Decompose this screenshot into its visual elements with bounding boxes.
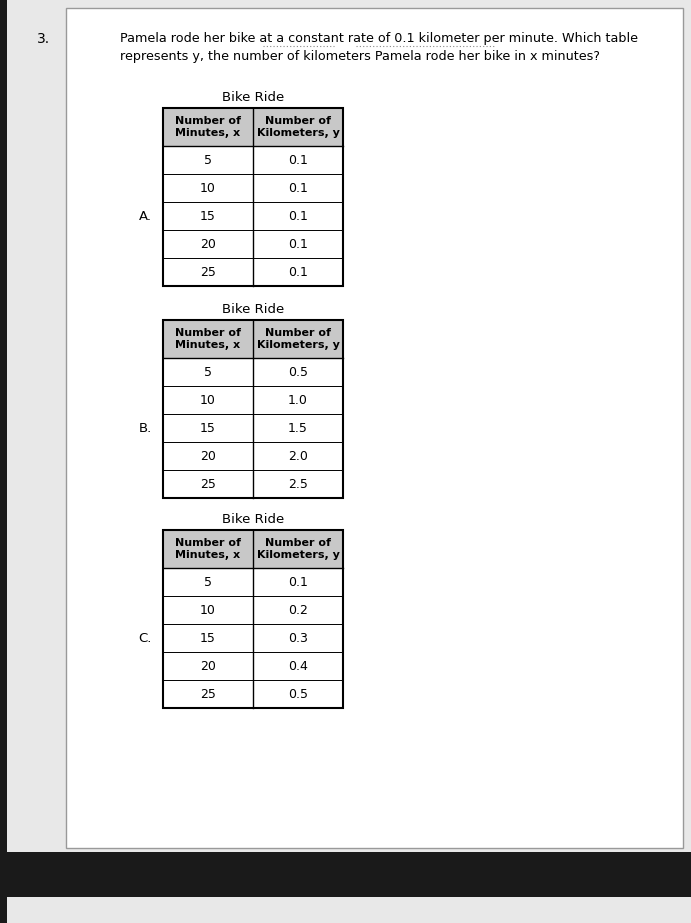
Bar (163, 680, 343, 708)
Text: 1.0: 1.0 (288, 393, 308, 406)
Text: 1.5: 1.5 (288, 422, 308, 435)
Bar (163, 174, 343, 202)
Bar (163, 470, 343, 498)
Bar (163, 202, 343, 230)
Text: 15: 15 (200, 631, 216, 644)
Text: 25: 25 (200, 688, 216, 701)
Text: 0.2: 0.2 (288, 604, 308, 617)
Bar (163, 358, 343, 386)
Text: 0.1: 0.1 (288, 182, 308, 195)
Bar (163, 258, 343, 286)
Text: 15: 15 (200, 210, 216, 222)
Text: 0.1: 0.1 (288, 153, 308, 166)
Text: Bike Ride: Bike Ride (222, 303, 284, 316)
Text: 2.0: 2.0 (288, 450, 308, 462)
Bar (163, 146, 343, 174)
Bar (163, 320, 343, 498)
Text: A.: A. (139, 210, 152, 222)
Text: Number of
Minutes, x: Number of Minutes, x (175, 538, 241, 560)
Bar (163, 568, 343, 596)
Text: 0.5: 0.5 (288, 688, 308, 701)
Text: 0.1: 0.1 (288, 210, 308, 222)
Text: C.: C. (139, 631, 152, 644)
Text: 3.: 3. (37, 32, 50, 46)
Text: Bike Ride: Bike Ride (222, 513, 284, 526)
Bar (163, 624, 343, 652)
Text: 0.4: 0.4 (288, 660, 308, 673)
Text: Number of
Kilometers, y: Number of Kilometers, y (256, 328, 339, 350)
Text: 10: 10 (200, 182, 216, 195)
Text: Bike Ride: Bike Ride (222, 91, 284, 104)
Text: 0.1: 0.1 (288, 237, 308, 250)
Bar (163, 108, 343, 286)
Bar (163, 108, 343, 146)
Text: 5: 5 (204, 576, 212, 589)
Text: 5: 5 (204, 153, 212, 166)
Bar (163, 652, 343, 680)
Text: B.: B. (139, 422, 152, 435)
Text: 0.3: 0.3 (288, 631, 308, 644)
Bar (163, 530, 343, 708)
Text: 20: 20 (200, 660, 216, 673)
Text: 0.1: 0.1 (288, 266, 308, 279)
Text: 10: 10 (200, 393, 216, 406)
Bar (163, 230, 343, 258)
Text: 10: 10 (200, 604, 216, 617)
Text: 25: 25 (200, 477, 216, 490)
Text: Number of
Kilometers, y: Number of Kilometers, y (256, 538, 339, 560)
Text: Pamela rode her bike at a constant rate of 0.1 kilometer per minute. Which table: Pamela rode her bike at a constant rate … (120, 32, 638, 45)
Bar (163, 530, 343, 568)
Text: 25: 25 (200, 266, 216, 279)
Text: 0.1: 0.1 (288, 576, 308, 589)
Bar (0, 0, 7, 923)
Bar (163, 386, 343, 414)
Bar (0, 852, 691, 897)
Text: 20: 20 (200, 237, 216, 250)
Bar (163, 320, 343, 358)
Text: Number of
Minutes, x: Number of Minutes, x (175, 328, 241, 350)
Bar (163, 442, 343, 470)
Text: Number of
Kilometers, y: Number of Kilometers, y (256, 115, 339, 138)
Text: 15: 15 (200, 422, 216, 435)
Text: 2.5: 2.5 (288, 477, 308, 490)
Bar (66, 8, 683, 848)
Bar (163, 596, 343, 624)
Text: represents y, the number of kilometers Pamela rode her bike in x minutes?: represents y, the number of kilometers P… (120, 50, 600, 63)
Text: Number of
Minutes, x: Number of Minutes, x (175, 115, 241, 138)
Bar (163, 414, 343, 442)
Text: 0.5: 0.5 (288, 366, 308, 378)
Text: 5: 5 (204, 366, 212, 378)
Text: 20: 20 (200, 450, 216, 462)
